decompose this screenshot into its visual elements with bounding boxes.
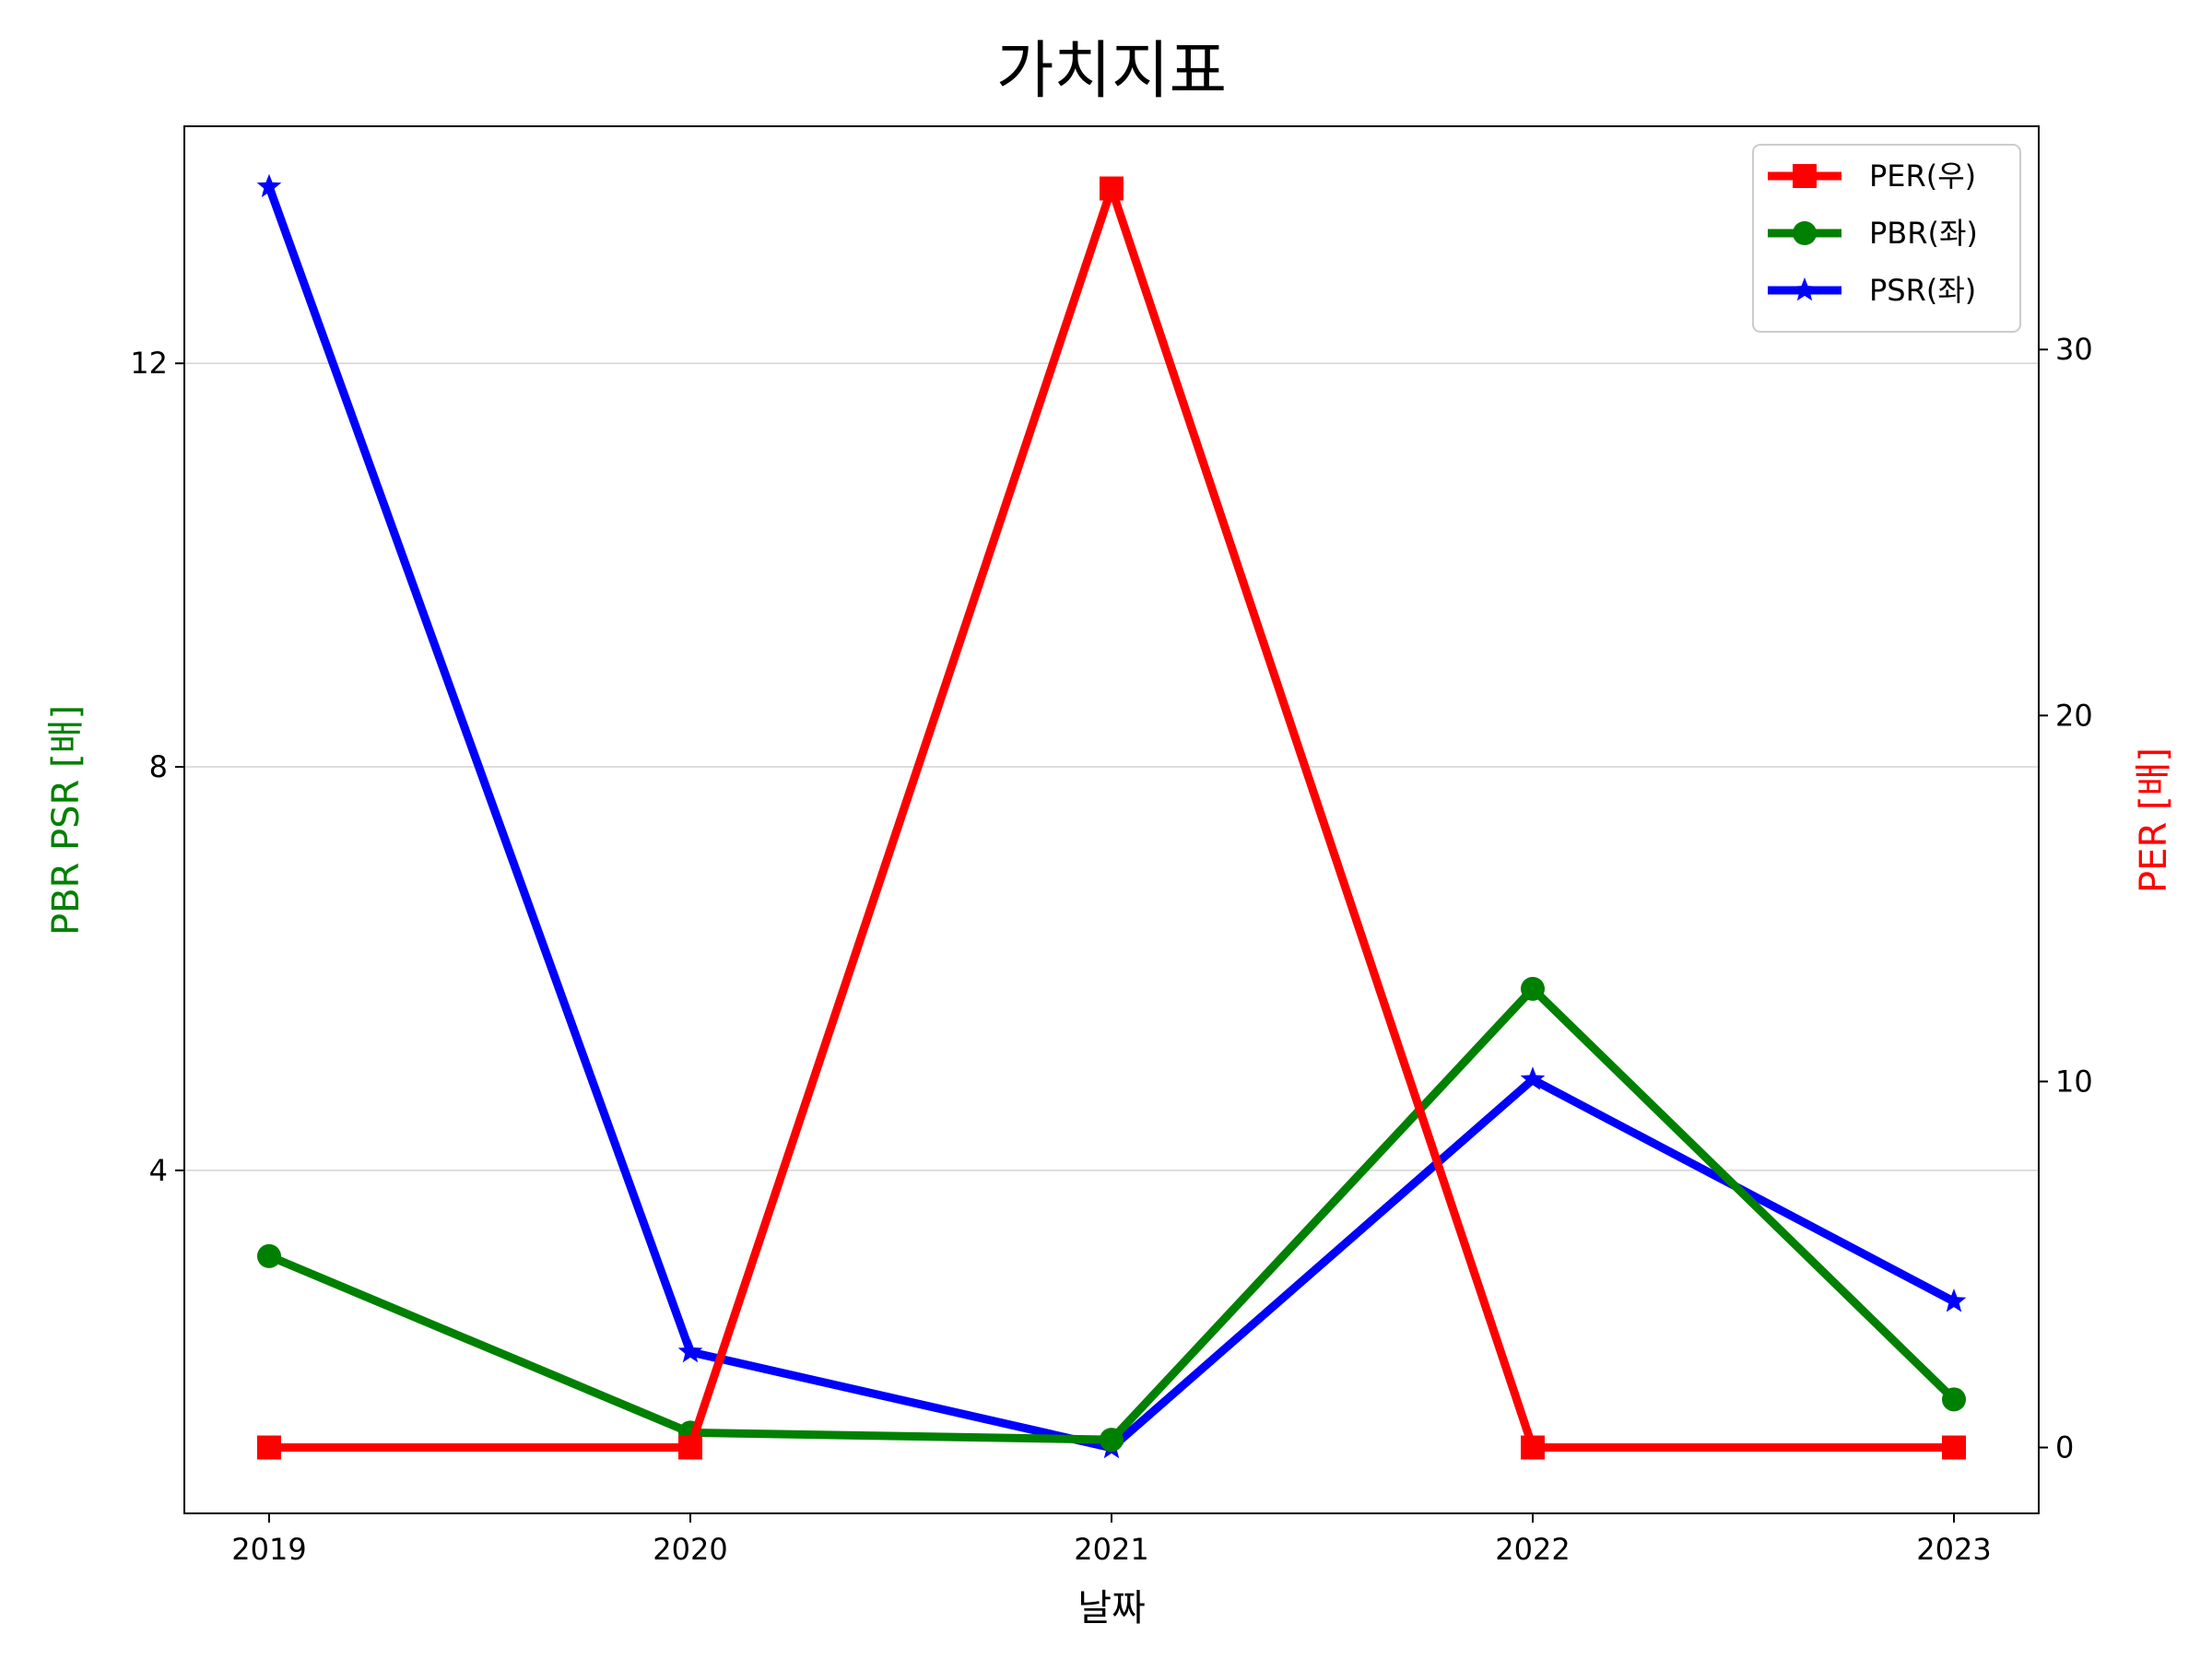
data-point-per-2019: [257, 1435, 281, 1460]
data-point-per-2023: [1942, 1435, 1966, 1460]
y-right-tick-label-10: 10: [2055, 1064, 2093, 1099]
data-point-pbr-2021: [1100, 1428, 1124, 1453]
data-point-psr-2022: [1520, 1066, 1546, 1090]
x-tick-label-2021: 2021: [1074, 1532, 1148, 1567]
y-right-tick-label-30: 30: [2055, 332, 2093, 367]
data-point-per-2020: [678, 1435, 702, 1460]
series-per: [257, 176, 1966, 1460]
x-tick-label-2019: 2019: [231, 1532, 306, 1567]
y-left-tick-label-8: 8: [149, 749, 168, 784]
y-axis-right-label: PER [배]: [2133, 747, 2175, 893]
chart-title: 가치지표: [996, 35, 1227, 108]
series-layer: [256, 173, 1967, 1460]
data-point-per-2021: [1100, 176, 1124, 201]
legend: PER(우) PBR(좌) PSR(좌): [1752, 144, 2021, 333]
data-point-psr-2019: [256, 173, 282, 197]
legend-label-pbr: PBR(좌): [1869, 216, 1978, 251]
x-tick-label-2022: 2022: [1495, 1532, 1570, 1567]
data-point-per-2022: [1521, 1435, 1545, 1460]
legend-box: [1752, 144, 2021, 333]
y-left-tick-label-4: 4: [149, 1153, 168, 1188]
legend-marker-pbr: [1793, 221, 1817, 245]
legend-entry-psr: PSR(좌): [1768, 273, 1976, 308]
axes: 4 8 12 0 10 20 30 2019 2020 2021 2022 2023: [130, 332, 2092, 1567]
x-tick-label-2023: 2023: [1916, 1532, 1991, 1567]
data-point-psr-2023: [1941, 1288, 1967, 1312]
legend-label-per: PER(우): [1869, 159, 1976, 194]
y-right-tick-label-0: 0: [2055, 1430, 2074, 1465]
grid: [184, 362, 2039, 1171]
data-point-pbr-2019: [257, 1243, 281, 1268]
x-tick-label-2020: 2020: [653, 1532, 727, 1567]
legend-marker-psr: [1792, 277, 1818, 301]
data-point-psr-2020: [677, 1338, 703, 1363]
y-right-tick-label-20: 20: [2055, 698, 2093, 733]
legend-entry-per: PER(우): [1768, 159, 1976, 194]
x-axis-label: 날짜: [1077, 1587, 1146, 1630]
legend-entry-pbr: PBR(좌): [1768, 216, 1978, 251]
y-axis-left-label: PBR PSR [배]: [45, 705, 88, 935]
legend-label-psr: PSR(좌): [1869, 273, 1976, 308]
legend-marker-per: [1793, 164, 1817, 188]
y-left-tick-label-12: 12: [130, 346, 168, 381]
data-point-pbr-2022: [1521, 976, 1545, 1001]
data-point-pbr-2023: [1942, 1387, 1966, 1412]
